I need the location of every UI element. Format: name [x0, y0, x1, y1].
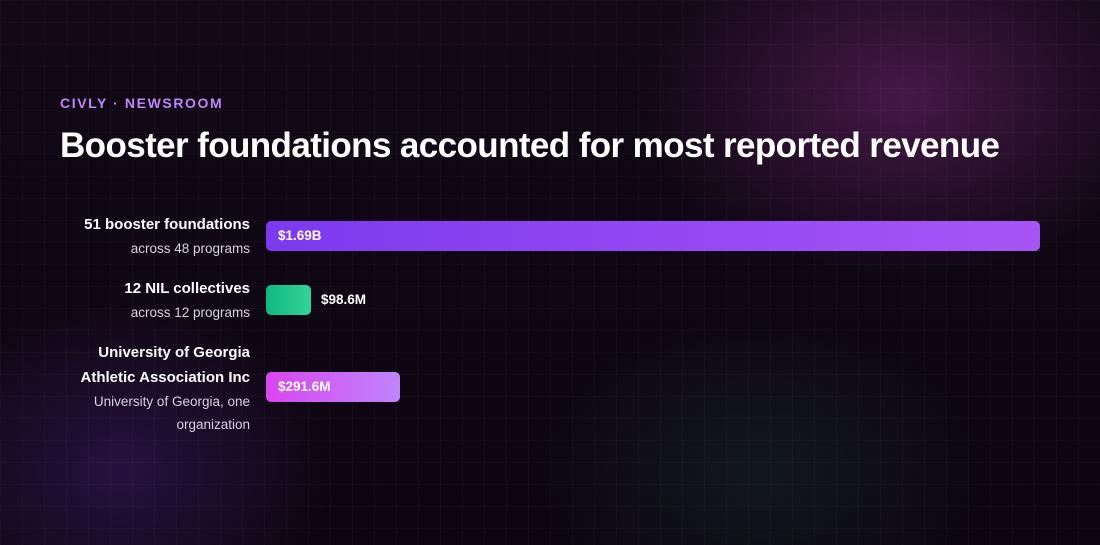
category-title: 51 booster foundations — [84, 216, 250, 233]
category-label: University of Georgia Athletic Associati… — [50, 340, 250, 436]
category-title: 12 NIL collectives — [124, 280, 250, 297]
bar — [266, 221, 1040, 251]
category-label: 51 booster foundations across 48 programs — [10, 212, 250, 260]
bar — [266, 372, 400, 402]
data-label: $98.6M — [321, 292, 367, 307]
category-subtitle: across 48 programs — [130, 241, 250, 256]
category-title: University of Georgia Athletic Associati… — [80, 344, 250, 386]
chart-title: Booster foundations accounted for most r… — [60, 126, 1000, 165]
bar — [266, 285, 311, 315]
category-subtitle: University of Georgia, one organization — [93, 394, 250, 432]
category-subtitle: across 12 programs — [130, 305, 250, 320]
category-label: 12 NIL collectives across 12 programs — [10, 276, 250, 324]
data-label: $291.6M — [278, 379, 331, 394]
data-label: $1.69B — [278, 228, 322, 243]
kicker: CIVLY · NEWSROOM — [60, 95, 224, 111]
